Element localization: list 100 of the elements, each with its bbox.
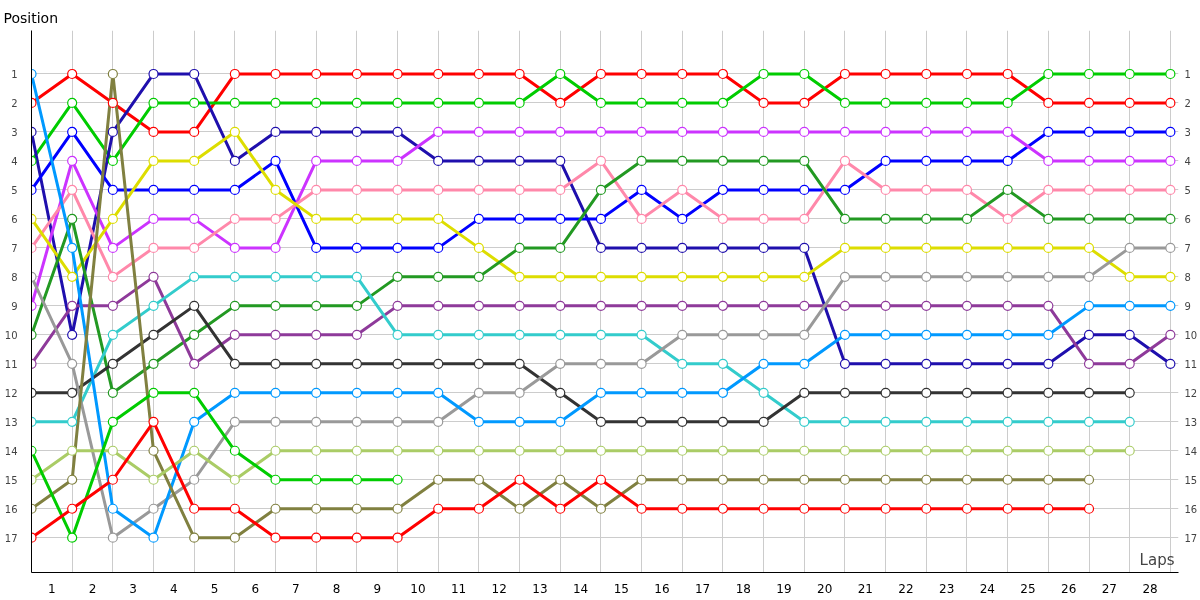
point xyxy=(67,213,78,224)
point xyxy=(351,184,362,195)
point xyxy=(148,416,159,427)
y2-tick-label: 14 xyxy=(1184,445,1198,457)
point xyxy=(311,126,322,138)
point xyxy=(270,155,281,167)
point xyxy=(189,358,200,369)
point xyxy=(839,155,851,167)
point xyxy=(392,445,403,456)
point xyxy=(961,474,973,485)
point xyxy=(636,416,647,427)
point xyxy=(1165,155,1176,167)
point xyxy=(107,242,118,253)
point xyxy=(961,358,973,369)
point xyxy=(189,155,200,167)
point xyxy=(1002,271,1013,282)
point xyxy=(1124,97,1135,109)
y-tick-label: 3 xyxy=(11,126,18,138)
point xyxy=(880,474,891,485)
point xyxy=(107,213,118,224)
point xyxy=(473,503,485,514)
point xyxy=(148,126,159,138)
point xyxy=(514,213,525,224)
point xyxy=(229,300,240,311)
point xyxy=(1043,474,1054,485)
point xyxy=(351,387,362,398)
point xyxy=(1043,271,1054,282)
point xyxy=(351,445,362,456)
point xyxy=(677,416,688,427)
point xyxy=(839,416,851,427)
point xyxy=(636,213,647,224)
point xyxy=(473,271,485,282)
point xyxy=(433,358,444,369)
point xyxy=(270,126,281,138)
point xyxy=(392,503,403,514)
point xyxy=(1083,271,1095,282)
point xyxy=(351,213,362,224)
point xyxy=(799,97,810,109)
x-tick-label: 16 xyxy=(654,581,670,596)
point xyxy=(311,68,322,80)
point xyxy=(107,474,118,485)
point xyxy=(107,416,118,427)
point xyxy=(67,97,78,109)
point xyxy=(921,68,932,80)
point xyxy=(351,416,362,427)
point xyxy=(839,68,851,80)
point xyxy=(1165,97,1176,109)
point xyxy=(351,242,362,253)
point xyxy=(67,300,78,311)
point xyxy=(351,503,362,514)
point xyxy=(67,242,78,253)
point xyxy=(392,387,403,398)
point xyxy=(1043,358,1054,369)
x-tick-label: 1 xyxy=(48,581,56,596)
x-tick-label: 5 xyxy=(210,581,219,596)
point xyxy=(1124,300,1135,311)
point xyxy=(1124,155,1135,167)
point xyxy=(880,358,891,369)
point xyxy=(636,445,647,456)
point xyxy=(880,97,891,109)
point xyxy=(1165,329,1176,340)
x-tick-label: 3 xyxy=(129,581,138,596)
y2-tick-label: 12 xyxy=(1184,387,1198,399)
point xyxy=(717,329,729,340)
point xyxy=(555,416,566,427)
point xyxy=(555,68,566,80)
point xyxy=(67,474,78,485)
point xyxy=(636,155,647,167)
point xyxy=(433,445,444,456)
point xyxy=(107,532,118,543)
point xyxy=(1083,213,1095,224)
point xyxy=(148,213,159,224)
point xyxy=(677,271,688,282)
x-tick-label: 17 xyxy=(694,581,711,596)
point xyxy=(514,474,525,485)
point xyxy=(229,445,240,456)
point xyxy=(392,329,403,340)
point xyxy=(514,416,525,427)
point xyxy=(677,387,688,398)
y2-tick-label: 8 xyxy=(1184,271,1191,283)
point xyxy=(270,474,281,485)
point xyxy=(514,358,525,369)
point xyxy=(595,474,607,485)
point xyxy=(880,271,891,282)
point xyxy=(433,474,444,485)
x-tick-label: 7 xyxy=(292,581,300,596)
point xyxy=(433,155,444,167)
point xyxy=(351,474,362,485)
point xyxy=(839,271,851,282)
point xyxy=(392,155,403,167)
point xyxy=(311,416,322,427)
point xyxy=(189,387,200,398)
point xyxy=(229,474,240,485)
point xyxy=(189,300,200,311)
point xyxy=(677,474,688,485)
x-tick-label: 13 xyxy=(532,581,548,596)
y-tick-label: 1 xyxy=(11,68,18,80)
y-tick-label: 11 xyxy=(4,358,18,370)
y-tick-label: 8 xyxy=(11,271,18,283)
point xyxy=(839,358,851,369)
